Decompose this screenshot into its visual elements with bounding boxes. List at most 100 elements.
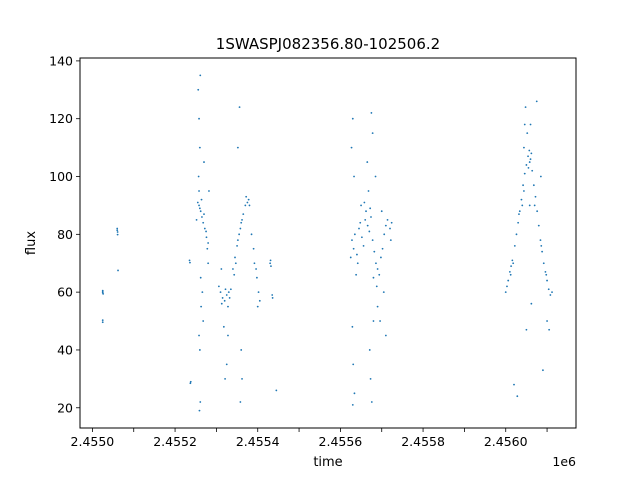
data-point <box>515 233 518 236</box>
data-point <box>541 250 544 253</box>
data-point <box>205 230 207 233</box>
data-point <box>548 328 551 331</box>
data-point <box>509 273 512 276</box>
data-point <box>529 158 532 161</box>
data-point <box>506 285 508 288</box>
data-point <box>199 401 202 403</box>
data-point <box>523 190 525 192</box>
data-point <box>532 184 535 187</box>
data-point <box>373 250 376 253</box>
data-point <box>351 239 353 242</box>
data-point <box>238 106 241 109</box>
data-point <box>539 239 542 242</box>
x-tick-label: 2.4560 <box>484 434 528 449</box>
data-point <box>224 288 227 291</box>
data-point <box>350 146 353 149</box>
data-point <box>533 204 536 207</box>
data-point <box>196 201 199 204</box>
data-point <box>198 117 200 120</box>
y-tick-label: 140 <box>49 53 73 68</box>
data-point <box>544 271 547 273</box>
data-point <box>245 195 248 198</box>
data-point <box>270 265 272 268</box>
data-point <box>233 273 236 276</box>
data-point <box>219 291 222 294</box>
data-point <box>374 175 377 178</box>
data-point <box>246 201 249 204</box>
data-point <box>518 210 521 213</box>
data-point <box>201 216 203 218</box>
plot-frame <box>79 57 577 429</box>
data-points <box>101 74 553 412</box>
data-point <box>539 175 542 178</box>
data-point <box>199 210 202 213</box>
data-point <box>202 320 205 322</box>
x-tick-label: 2.4554 <box>236 434 280 449</box>
data-point <box>507 279 510 282</box>
data-point <box>352 247 355 250</box>
data-point <box>545 273 548 276</box>
data-point <box>241 377 243 380</box>
data-point <box>353 175 355 178</box>
data-point <box>368 349 371 351</box>
data-point <box>227 305 229 308</box>
data-point <box>116 229 119 232</box>
data-point <box>220 268 223 270</box>
data-point <box>102 292 105 295</box>
data-point <box>372 276 375 279</box>
y-tick-label: 80 <box>57 227 73 242</box>
data-point <box>546 279 548 282</box>
data-point <box>221 297 224 299</box>
data-point <box>101 321 104 324</box>
data-point <box>201 291 204 294</box>
data-point <box>208 190 210 192</box>
data-point <box>116 227 119 230</box>
data-point <box>353 392 356 395</box>
data-point <box>370 401 373 403</box>
data-point <box>535 100 538 103</box>
data-point <box>508 271 511 273</box>
data-point <box>227 334 229 337</box>
data-point <box>247 198 250 201</box>
x-tick-label: 2.4556 <box>319 434 363 449</box>
data-point <box>356 262 359 265</box>
y-tick-label: 100 <box>49 169 73 184</box>
data-point <box>257 291 260 294</box>
data-point <box>203 227 206 230</box>
data-point <box>527 155 529 158</box>
data-point <box>203 161 205 163</box>
y-tick-label: 120 <box>49 111 73 126</box>
data-point <box>250 233 253 236</box>
data-point <box>371 132 374 135</box>
data-point <box>197 88 200 91</box>
data-point <box>375 262 377 265</box>
data-point <box>528 149 531 152</box>
data-point <box>531 169 534 172</box>
data-point <box>240 221 243 224</box>
data-point <box>116 233 119 236</box>
data-point <box>368 230 371 233</box>
data-point <box>530 152 533 155</box>
data-point <box>189 382 192 385</box>
data-point <box>269 259 272 262</box>
data-point <box>352 363 355 366</box>
data-point <box>248 204 251 207</box>
data-point <box>256 305 259 308</box>
data-point <box>379 320 381 322</box>
data-point <box>359 221 362 224</box>
data-point <box>534 195 537 198</box>
data-point <box>198 146 201 149</box>
data-point <box>530 302 533 305</box>
data-point <box>549 294 552 296</box>
x-tick-label: 2.4552 <box>153 434 197 449</box>
data-point <box>524 106 527 109</box>
data-point <box>364 218 367 221</box>
data-point <box>227 291 230 294</box>
data-point <box>386 218 389 221</box>
data-point <box>241 218 243 221</box>
data-point <box>198 204 200 207</box>
data-point <box>269 262 272 265</box>
data-point <box>225 363 228 366</box>
data-point <box>384 224 387 227</box>
data-point <box>384 334 387 337</box>
